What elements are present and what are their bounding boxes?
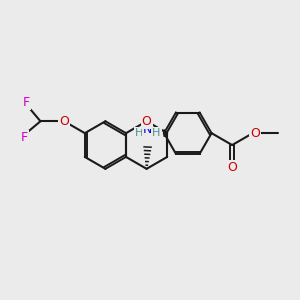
Text: O: O <box>142 115 152 128</box>
Text: F: F <box>20 131 28 144</box>
Text: F: F <box>23 96 30 109</box>
Text: H: H <box>134 128 143 138</box>
Text: O: O <box>227 160 237 173</box>
Polygon shape <box>164 130 167 136</box>
Text: O: O <box>59 115 69 128</box>
Text: O: O <box>250 127 260 140</box>
Text: H: H <box>152 128 161 138</box>
Text: N: N <box>143 123 152 136</box>
